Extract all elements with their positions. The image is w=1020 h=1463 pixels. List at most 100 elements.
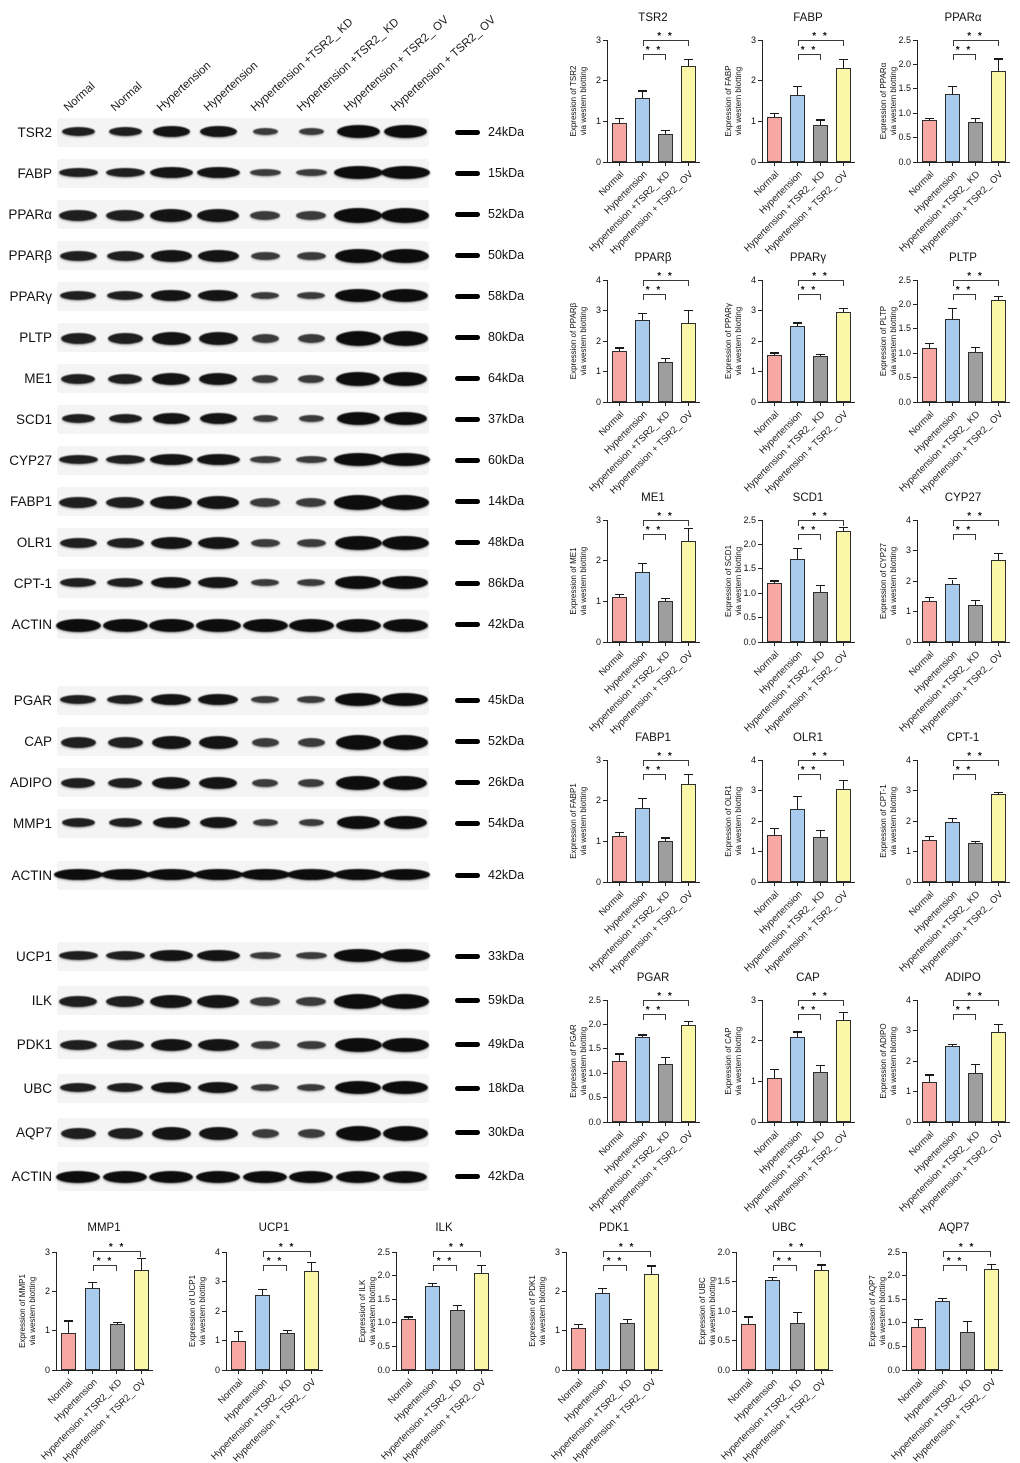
error-bar — [917, 1320, 920, 1327]
blot-band — [58, 168, 98, 177]
significance-bracket — [642, 293, 666, 300]
error-bar — [687, 60, 690, 67]
bar-normal — [767, 1078, 782, 1122]
error-bar — [928, 837, 931, 840]
blot-row-aqp7: AQP7 30kDa — [0, 1112, 548, 1153]
y-tick-label: 1 — [214, 1335, 220, 1345]
blot-protein-label: PDK1 — [16, 1037, 52, 1052]
x-tick-mark — [773, 643, 775, 646]
bar-hypertension-tsr2-kd — [813, 592, 828, 642]
error-bar-cap — [661, 598, 670, 600]
blot-band — [146, 869, 196, 880]
significance-stars: * * — [967, 270, 984, 282]
blot-band — [296, 251, 326, 260]
y-tick-label: 3 — [595, 514, 601, 525]
error-bar-cap — [816, 830, 825, 832]
bar-hypertension — [945, 821, 960, 882]
plot-area: * * * * — [607, 511, 700, 643]
error-bar — [664, 599, 667, 602]
x-tick-mark — [67, 1371, 69, 1374]
error-bar — [951, 579, 954, 585]
molecular-weight-dash — [455, 1174, 480, 1179]
y-tick-mark — [562, 1369, 566, 1371]
blot-band — [61, 373, 95, 384]
blot-band — [383, 125, 427, 138]
significance-bracket — [642, 1013, 666, 1020]
bar-hypertension-tsr2-kd — [968, 605, 983, 642]
blot-band — [250, 538, 280, 547]
bar-hypertension-tsr2-ov — [991, 559, 1006, 642]
blot-protein-label: ILK — [31, 993, 52, 1008]
y-tick-label: 4 — [905, 754, 911, 765]
blot-band — [334, 248, 382, 263]
y-tick-label: 1.0 — [898, 107, 911, 118]
blot-band — [381, 495, 429, 510]
blot-band — [381, 994, 429, 1009]
y-tick-label: 3 — [905, 1025, 911, 1035]
significance-stars: * * — [955, 44, 973, 56]
error-bar — [819, 120, 822, 125]
blot-band — [150, 209, 192, 222]
x-tick-mark — [819, 1123, 821, 1126]
y-tick-label: 1.5 — [743, 563, 756, 574]
y-tick-label: 0 — [595, 396, 601, 407]
x-tick-mark — [664, 883, 666, 886]
x-tick-mark — [601, 1371, 604, 1374]
molecular-weight-dash — [455, 212, 480, 217]
bar-hypertension — [635, 1036, 650, 1122]
error-bar — [286, 1331, 288, 1333]
y-tick-mark — [902, 1345, 906, 1348]
error-bar-cap — [994, 295, 1003, 298]
error-bar — [116, 1323, 118, 1325]
error-bar-cap — [994, 552, 1003, 555]
blot-band — [195, 619, 241, 632]
significance-bracket — [797, 39, 844, 46]
y-tick-mark — [913, 1030, 917, 1032]
blot-band — [335, 1126, 381, 1141]
error-bar-cap — [282, 1330, 292, 1332]
blot-band — [198, 290, 238, 301]
x-tick-mark — [842, 1123, 844, 1126]
error-bar-cap — [137, 1257, 146, 1260]
error-bar-cap — [234, 1331, 243, 1333]
significance-bracket — [942, 1251, 992, 1258]
bar-normal — [231, 1341, 246, 1370]
y-tick-label: 0 — [44, 1364, 50, 1375]
x-tick-mark — [974, 163, 976, 166]
chart-title: UCP1 — [258, 1222, 290, 1234]
kda-label: 42kDa — [488, 868, 525, 882]
blot-band — [336, 1170, 380, 1183]
error-bar — [928, 598, 931, 601]
x-tick-mark — [990, 1371, 992, 1374]
significance-bracket — [942, 1264, 968, 1271]
bar-hypertension-tsr2-ov — [304, 1271, 319, 1370]
y-tick-mark — [562, 1251, 566, 1253]
significance-bracket — [432, 1251, 482, 1258]
blot-protein-label: ME1 — [24, 371, 52, 386]
error-bar-cap — [684, 527, 693, 529]
y-tick-mark — [913, 851, 917, 853]
blot-band — [107, 737, 143, 748]
kda-label: 60kDa — [488, 453, 525, 467]
kda-label: 52kDa — [488, 734, 525, 748]
kda-label: 26kDa — [488, 775, 525, 789]
y-axis-label: Expression of FABP1 via western blotting — [569, 760, 593, 882]
significance-stars: * * — [812, 750, 829, 762]
error-bar-cap — [661, 1056, 670, 1059]
y-tick-label: 2 — [750, 815, 756, 826]
blot-band — [197, 995, 239, 1008]
blot-band — [249, 169, 281, 176]
y-tick-mark — [222, 1369, 226, 1371]
significance-stars: * * — [618, 1242, 636, 1254]
bar-normal — [922, 1081, 937, 1122]
blot-band — [197, 536, 239, 549]
blot-row-pparβ: PPARβ 50kDa — [0, 235, 548, 276]
error-bar — [997, 59, 1000, 71]
blot-band — [196, 454, 240, 465]
blot-band — [296, 997, 326, 1006]
bar-hypertension — [790, 1036, 805, 1122]
plot-area: * * * * — [917, 271, 1010, 403]
y-tick-label: 3 — [750, 34, 756, 45]
significance-bracket — [952, 773, 976, 780]
error-bar-cap — [615, 593, 624, 595]
